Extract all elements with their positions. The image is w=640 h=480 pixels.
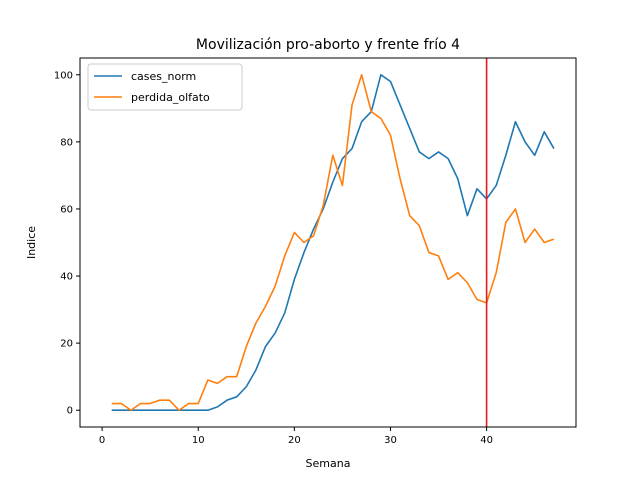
x-tick-label: 20 xyxy=(288,435,301,446)
y-tick-label: 100 xyxy=(54,70,73,81)
y-tick-label: 80 xyxy=(60,137,73,148)
legend-label-cases_norm: cases_norm xyxy=(131,70,196,83)
x-tick-label: 30 xyxy=(384,435,397,446)
x-tick-label: 0 xyxy=(99,435,105,446)
y-tick-label: 40 xyxy=(60,272,73,283)
plot-area xyxy=(111,58,555,427)
axes-frame xyxy=(79,57,577,428)
series-line-cases_norm xyxy=(111,73,555,412)
y-tick-label: 0 xyxy=(67,406,73,417)
chart-title: Movilización pro-aborto y frente frío 4 xyxy=(196,37,460,53)
y-axis: 0 20 40 60 80 100 xyxy=(54,70,80,417)
y-tick-label: 20 xyxy=(60,339,73,350)
legend-label-perdida_olfato: perdida_olfato xyxy=(131,91,210,104)
legend-box xyxy=(87,63,243,111)
series-line-perdida_olfato xyxy=(111,73,555,412)
y-axis-label: Indice xyxy=(25,226,38,259)
y-tick-label: 60 xyxy=(60,204,73,215)
x-tick-label: 40 xyxy=(480,435,493,446)
x-axis-label: Semana xyxy=(306,457,351,470)
x-tick-label: 10 xyxy=(192,435,205,446)
legend: cases_norm perdida_olfato xyxy=(87,63,243,111)
x-axis: 0 10 20 30 40 xyxy=(99,427,493,446)
